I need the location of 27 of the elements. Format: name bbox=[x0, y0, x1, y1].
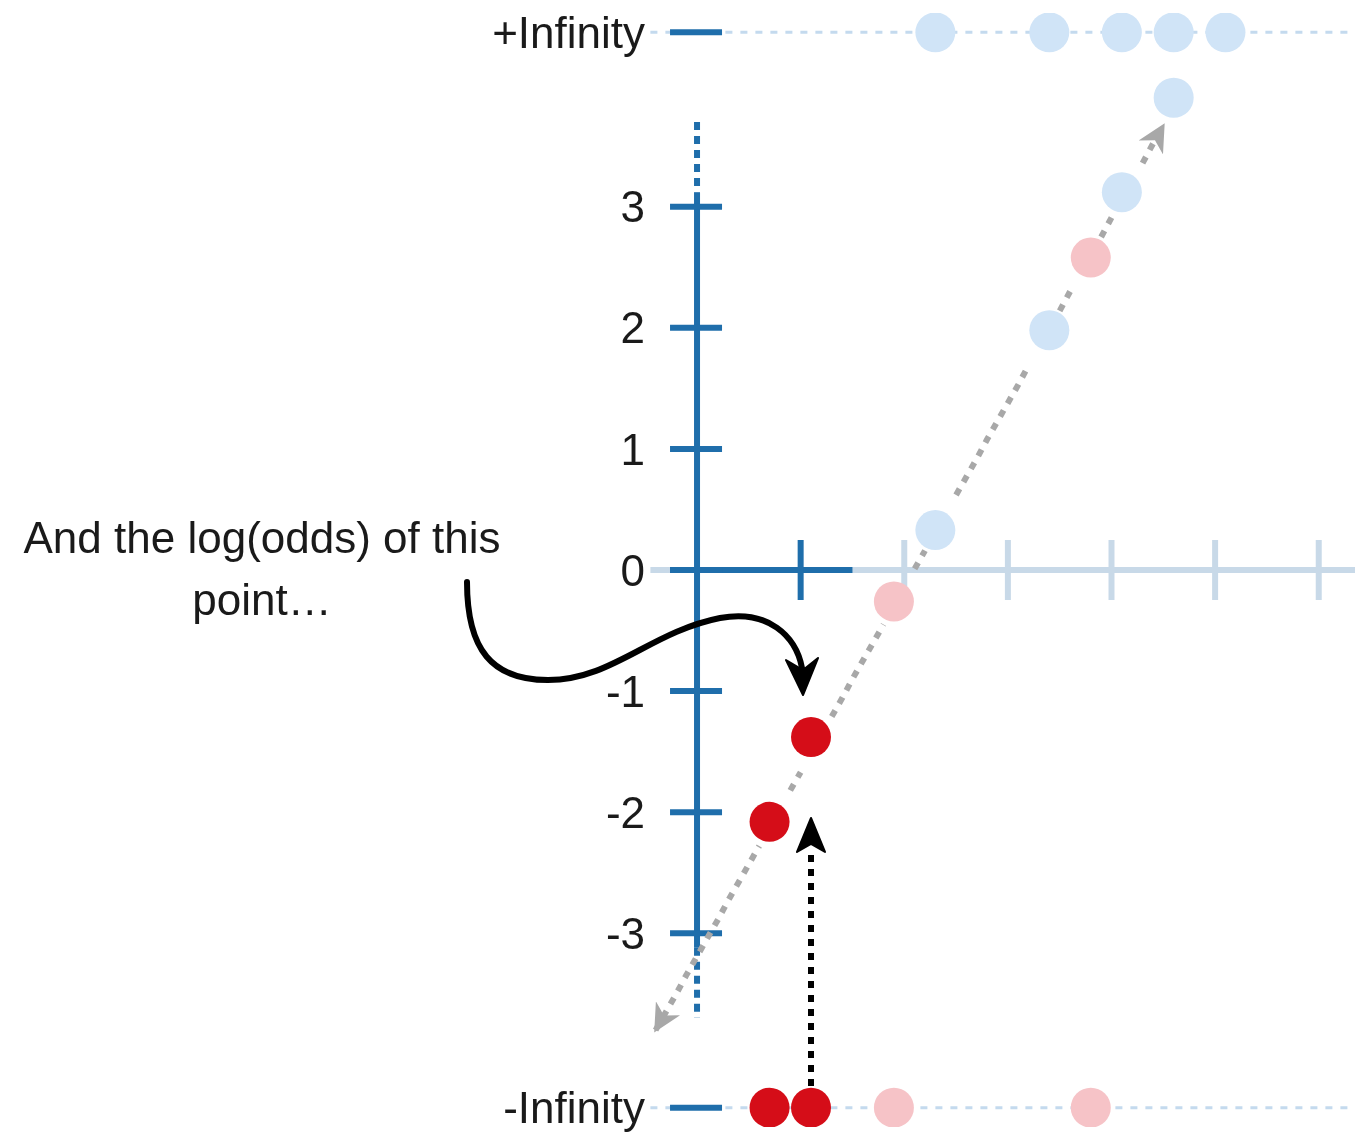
point bbox=[1101, 172, 1142, 213]
y-tick-label: 2 bbox=[620, 303, 645, 353]
point bbox=[1029, 13, 1070, 53]
y-tick-label: -Infinity bbox=[503, 1083, 645, 1133]
point bbox=[1070, 237, 1111, 278]
point bbox=[1070, 1087, 1111, 1127]
point bbox=[1153, 13, 1194, 53]
point bbox=[749, 801, 790, 842]
text: And the log(odds) of this point… bbox=[22, 512, 502, 626]
point bbox=[1029, 310, 1070, 351]
point bbox=[791, 1087, 832, 1127]
point bbox=[1153, 77, 1194, 118]
y-tick-label: 0 bbox=[620, 545, 645, 595]
y-tick-label: 1 bbox=[620, 424, 645, 474]
y-tick-label: +Infinity bbox=[492, 7, 645, 57]
point bbox=[873, 581, 914, 622]
y-tick-label: -1 bbox=[605, 666, 645, 716]
point bbox=[749, 1087, 790, 1127]
point bbox=[791, 717, 832, 758]
y-tick-label: -2 bbox=[605, 787, 645, 837]
point bbox=[873, 1087, 914, 1127]
point bbox=[1205, 13, 1246, 53]
point bbox=[915, 13, 956, 53]
y-tick-label: 3 bbox=[620, 182, 645, 232]
y-tick-label: -3 bbox=[605, 908, 645, 958]
point bbox=[1101, 13, 1142, 53]
point bbox=[915, 510, 956, 550]
